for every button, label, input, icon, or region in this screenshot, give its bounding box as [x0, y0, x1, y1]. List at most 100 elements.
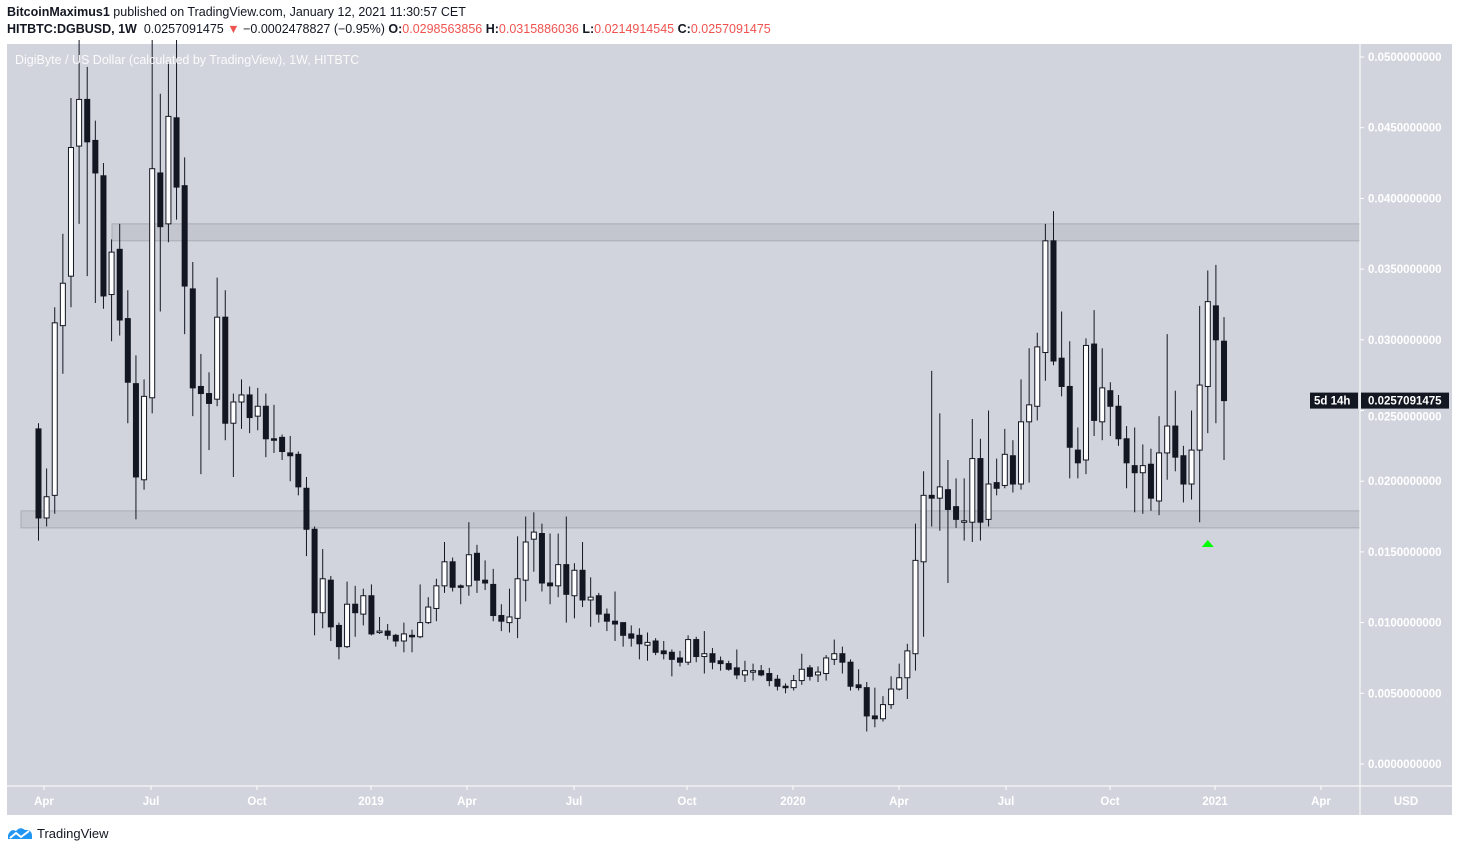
candle-bearish — [197, 353, 204, 475]
author[interactable]: BitcoinMaximus1 — [7, 5, 110, 19]
candle-bullish — [1018, 379, 1025, 490]
candle-bullish — [571, 563, 578, 619]
candle-bullish — [360, 588, 367, 626]
open-value: 0.0298563856 — [402, 22, 483, 36]
candle-bullish — [1001, 428, 1008, 489]
symbol: HITBTC:DGBUSD, 1W — [7, 22, 137, 36]
candle-body — [1009, 455, 1016, 485]
support-resistance-zone[interactable] — [111, 223, 1361, 242]
candle-bearish — [352, 585, 359, 637]
candle-bearish — [181, 157, 188, 335]
candle-bullish — [1082, 338, 1089, 475]
candle-body — [782, 685, 789, 689]
candle-bearish — [782, 683, 789, 694]
candle-bullish — [1099, 348, 1106, 441]
current-price-tag — [1361, 392, 1449, 409]
y-tick-label: 0.0100000000 — [1368, 618, 1442, 630]
candle-bearish — [628, 625, 635, 647]
ohlc-line: HITBTC:DGBUSD, 1W 0.0257091475 ▼ −0.0002… — [7, 22, 771, 36]
candle-bearish — [1180, 445, 1187, 503]
candle-body — [1156, 452, 1163, 502]
candle-bearish — [84, 66, 91, 277]
candle-bearish — [636, 628, 643, 660]
candle-bearish — [1212, 264, 1219, 424]
tradingview-brand[interactable]: TradingView — [37, 825, 109, 841]
candle-body — [612, 620, 619, 625]
low-label: L: — [582, 22, 595, 36]
candle-body — [465, 554, 472, 587]
close-value: 0.0257091475 — [690, 22, 771, 36]
candle-bearish — [579, 542, 586, 608]
chart-panel[interactable] — [7, 44, 1452, 815]
candle-body — [912, 559, 919, 655]
candle-body — [360, 595, 367, 615]
candle-bearish — [368, 584, 375, 636]
change: −0.0002478827 (−0.95%) — [243, 22, 385, 36]
y-tick-label: 0.0350000000 — [1368, 264, 1442, 276]
candle-bullish — [238, 379, 245, 429]
candle-body — [368, 595, 375, 635]
candle-bullish — [1026, 348, 1033, 483]
candle-body — [84, 98, 91, 143]
candle-bullish — [904, 643, 911, 699]
candle-bearish — [206, 372, 213, 451]
candle-bearish — [603, 608, 610, 632]
candle-bullish — [896, 663, 903, 691]
candle-body — [766, 673, 773, 682]
candle-bullish — [165, 62, 172, 243]
candle-body — [124, 318, 131, 383]
candle-body — [1212, 305, 1219, 341]
candle-bearish — [855, 669, 862, 691]
candle-body — [108, 251, 115, 296]
candle-body — [1147, 463, 1154, 499]
candle-body — [709, 653, 716, 663]
candle-body — [67, 146, 74, 277]
candle-body — [344, 603, 351, 648]
last-price: 0.0257091475 — [143, 22, 224, 36]
candle-body — [579, 569, 586, 601]
candle-bearish — [806, 665, 813, 681]
candle-body — [1188, 449, 1195, 485]
candle-body — [530, 531, 537, 540]
candle-body — [319, 578, 326, 614]
footer: TradingView — [7, 825, 109, 841]
candle-bullish — [344, 581, 351, 649]
candle-bearish — [1221, 317, 1228, 460]
candle-body — [888, 688, 895, 706]
candle-body — [1001, 453, 1008, 486]
candle-bullish — [522, 516, 529, 602]
candle-body — [311, 528, 318, 614]
chart-legend: DigiByte / US Dollar (calculated by Trad… — [15, 53, 360, 67]
candle-body — [441, 561, 448, 587]
arrow-up-icon — [1201, 540, 1214, 547]
candle-body — [733, 667, 740, 676]
candle-body — [750, 670, 757, 673]
candle-body — [563, 564, 570, 595]
candle-bullish — [879, 696, 886, 722]
candle-body — [490, 583, 497, 617]
y-tick-label: 0.0450000000 — [1368, 123, 1442, 135]
candle-bearish — [676, 650, 683, 667]
candle-body — [35, 428, 42, 519]
x-tick-label: Jul — [998, 796, 1015, 808]
x-tick-label: 2021 — [1202, 796, 1228, 808]
candle-body — [514, 578, 521, 619]
candle-body — [246, 394, 253, 419]
candle-body — [1172, 425, 1179, 458]
candle-bullish — [230, 393, 237, 477]
candle-bearish — [303, 476, 310, 557]
candle-body — [287, 452, 294, 457]
triangle-down-icon: ▼ — [227, 22, 240, 36]
candle-bearish — [717, 656, 724, 671]
candle-body — [376, 630, 383, 634]
candle-bearish — [295, 451, 302, 496]
candle-bullish — [506, 588, 513, 633]
candle-bullish — [936, 413, 943, 531]
candle-body — [1074, 449, 1081, 464]
x-tick-label: Apr — [457, 796, 477, 808]
candle-bullish — [741, 660, 748, 682]
candle-body — [685, 639, 692, 663]
candle-bearish — [1009, 440, 1016, 493]
candle-body — [400, 633, 407, 642]
